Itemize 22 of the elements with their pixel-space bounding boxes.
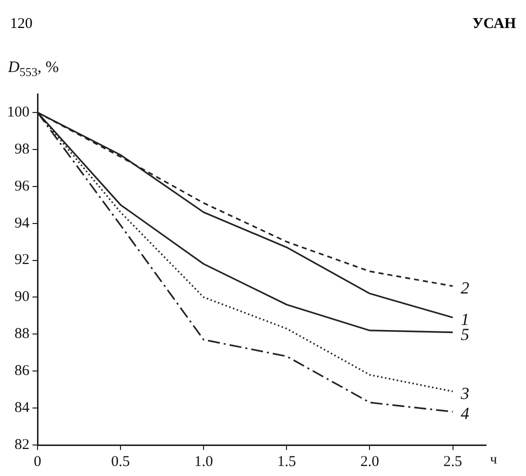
x-axis-title: ч: [490, 452, 498, 468]
x-tick-label: 1.0: [194, 454, 213, 470]
series-label: 4: [460, 404, 470, 424]
y-tick-label: 88: [14, 326, 30, 342]
y-tick-label: 96: [14, 178, 30, 194]
text: 120: [10, 16, 32, 33]
text: УСАН: [472, 16, 516, 33]
series-label: 3: [460, 384, 470, 403]
series-label: 2: [460, 278, 470, 298]
x-tick-label: 2.0: [360, 454, 380, 470]
x-tick-label: 2.5: [443, 454, 462, 470]
y-tick-label: 98: [14, 141, 30, 158]
y-tick-label: 84: [14, 400, 30, 416]
y-tick-label: 94: [14, 215, 30, 232]
y-tick-label: 82: [14, 436, 30, 453]
x-tick-label: 0: [34, 454, 42, 470]
y-tick-label: 92: [14, 252, 30, 268]
x-tick-label: 1.5: [277, 454, 296, 470]
y-tick-label: 90: [14, 289, 30, 306]
x-tick-label: 0.5: [111, 454, 130, 470]
y-tick-label: 100: [7, 104, 30, 120]
y-tick-label: 86: [14, 363, 30, 380]
